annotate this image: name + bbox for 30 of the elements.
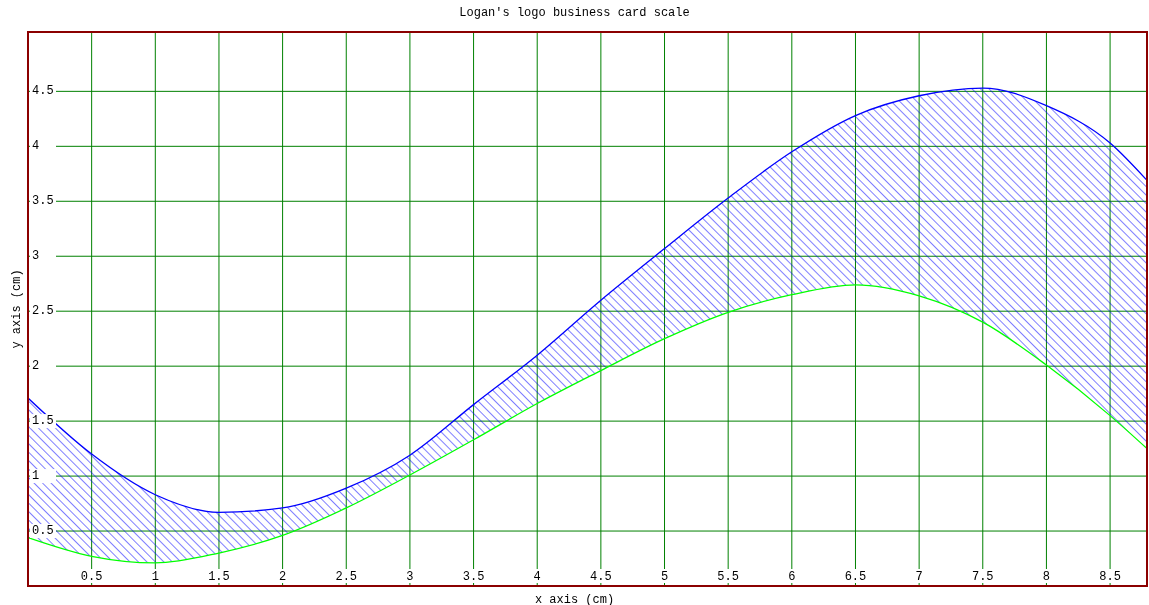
x-tick-label: 4.5	[590, 570, 612, 584]
line-series	[28, 284, 1147, 564]
y-tick-label: 4.5	[32, 84, 54, 99]
x-tick-label: 2	[279, 570, 287, 584]
x-tick-label: 0.5	[80, 570, 103, 584]
x-tick-label: 3.5	[462, 570, 485, 584]
x-axis-title: x axis (cm)	[534, 593, 615, 605]
x-tick-label: 7.5	[971, 570, 994, 584]
y-axis-title: y axis (cm)	[10, 269, 24, 349]
y-tick-label: 1	[32, 469, 40, 484]
x-tick-label: 8	[1042, 570, 1051, 584]
y-tick-label: 2	[32, 359, 40, 374]
y-tick-label: 1.5	[32, 414, 54, 429]
y-tick-label: 3	[32, 249, 40, 264]
y-tick-label: 4	[32, 139, 40, 154]
y-tick-label: 2.5	[32, 304, 54, 319]
chart-title: Logan's logo business card scale	[459, 6, 690, 20]
y-tick-label: 3.5	[32, 194, 54, 209]
x-tick-label: 3	[406, 570, 414, 584]
x-tick-label: 6	[788, 570, 796, 584]
x-tick-label: 8.5	[1099, 570, 1121, 584]
x-tick-label: 6.5	[844, 570, 867, 584]
x-tick-label: 2.5	[335, 570, 358, 584]
x-tick-label: 7	[915, 570, 923, 584]
x-tick-label: 5	[660, 570, 669, 584]
x-tick-label: 1.5	[208, 570, 230, 584]
x-tick-label: 1	[151, 570, 159, 584]
y-tick-label: 0.5	[32, 524, 54, 539]
x-tick-label: 4	[533, 570, 541, 584]
x-tick-label: 5.5	[717, 570, 739, 584]
